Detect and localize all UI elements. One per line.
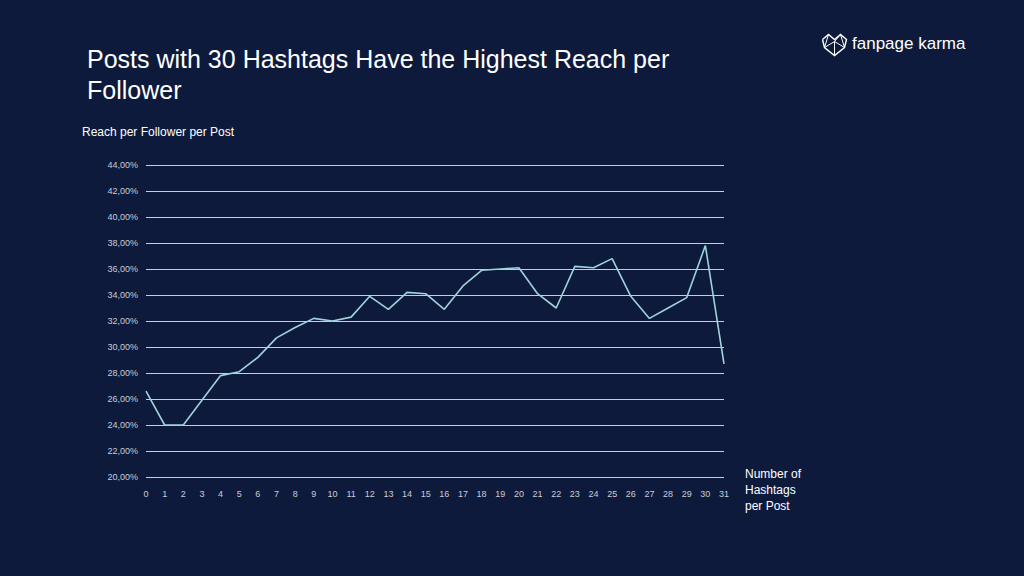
svg-text:30: 30 [700, 489, 710, 499]
svg-text:fanpage karma: fanpage karma [852, 34, 966, 53]
svg-text:29: 29 [682, 489, 692, 499]
svg-text:4: 4 [218, 489, 223, 499]
svg-text:3: 3 [199, 489, 204, 499]
svg-text:Hashtags: Hashtags [745, 483, 796, 497]
svg-text:18: 18 [477, 489, 487, 499]
svg-text:8: 8 [293, 489, 298, 499]
svg-text:21: 21 [533, 489, 543, 499]
svg-text:30,00%: 30,00% [107, 342, 138, 352]
svg-text:34,00%: 34,00% [107, 290, 138, 300]
svg-text:Follower: Follower [87, 76, 181, 104]
svg-text:24,00%: 24,00% [107, 420, 138, 430]
svg-text:24: 24 [588, 489, 598, 499]
svg-text:32,00%: 32,00% [107, 316, 138, 326]
svg-text:28: 28 [663, 489, 673, 499]
svg-text:27: 27 [644, 489, 654, 499]
svg-text:44,00%: 44,00% [107, 160, 138, 170]
svg-text:15: 15 [421, 489, 431, 499]
svg-text:Posts with 30 Hashtags Have th: Posts with 30 Hashtags Have the Highest … [87, 45, 676, 73]
svg-text:20: 20 [514, 489, 524, 499]
svg-text:per Post: per Post [745, 499, 790, 513]
svg-text:20,00%: 20,00% [107, 472, 138, 482]
svg-text:17: 17 [458, 489, 468, 499]
svg-text:22,00%: 22,00% [107, 446, 138, 456]
svg-text:25: 25 [607, 489, 617, 499]
svg-text:11: 11 [346, 489, 355, 499]
svg-text:31: 31 [719, 489, 729, 499]
svg-text:Reach per Follower per Post: Reach per Follower per Post [82, 125, 235, 139]
svg-text:26,00%: 26,00% [107, 394, 138, 404]
svg-text:22: 22 [551, 489, 561, 499]
svg-text:42,00%: 42,00% [107, 186, 138, 196]
svg-text:40,00%: 40,00% [107, 212, 138, 222]
svg-text:14: 14 [402, 489, 412, 499]
svg-text:Number of: Number of [745, 467, 802, 481]
svg-text:0: 0 [143, 489, 148, 499]
svg-text:38,00%: 38,00% [107, 238, 138, 248]
svg-text:13: 13 [383, 489, 393, 499]
svg-text:12: 12 [365, 489, 375, 499]
svg-text:7: 7 [274, 489, 279, 499]
svg-text:2: 2 [181, 489, 186, 499]
svg-text:19: 19 [495, 489, 505, 499]
svg-text:28,00%: 28,00% [107, 368, 138, 378]
svg-text:26: 26 [626, 489, 636, 499]
svg-text:1: 1 [162, 489, 167, 499]
svg-text:16: 16 [439, 489, 449, 499]
svg-text:9: 9 [311, 489, 316, 499]
svg-text:10: 10 [327, 489, 337, 499]
svg-text:5: 5 [237, 489, 242, 499]
svg-text:36,00%: 36,00% [107, 264, 138, 274]
svg-text:6: 6 [255, 489, 260, 499]
svg-text:23: 23 [570, 489, 580, 499]
